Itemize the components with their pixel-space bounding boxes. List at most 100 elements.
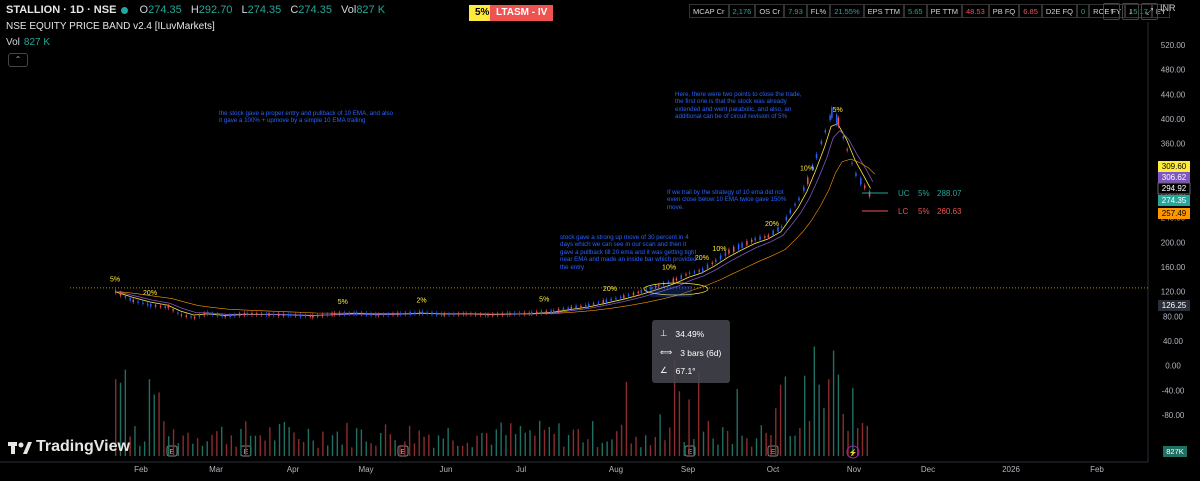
- volume-bar: [635, 436, 637, 456]
- fund-label: EPS TTM: [863, 4, 904, 18]
- candle: [640, 290, 643, 294]
- candle: [701, 268, 704, 272]
- fund-label: OS Cr: [755, 4, 785, 18]
- candle: [167, 305, 170, 309]
- candle: [567, 307, 569, 309]
- candle: [382, 314, 385, 316]
- volume-bar: [803, 375, 806, 456]
- candle: [868, 191, 871, 197]
- volume-bar: [534, 435, 536, 456]
- candle: [829, 115, 831, 121]
- low-value: 274.35: [247, 4, 282, 16]
- x-tick-label: Oct: [767, 465, 780, 474]
- collapse-legend-button[interactable]: ⌃: [8, 53, 28, 67]
- symbol-name[interactable]: STALLION · 1D · NSE: [6, 4, 117, 16]
- volume-bar: [538, 420, 541, 456]
- band-marker-label: 10%: [800, 166, 814, 173]
- candle: [741, 242, 743, 248]
- annotation-trail-ema: If we trail by the strategy of 10 ema di…: [667, 189, 787, 211]
- candle: [658, 284, 660, 287]
- volume-bar: [408, 425, 411, 456]
- fund-value: 21.55%: [830, 4, 864, 18]
- volume-bar: [558, 423, 560, 456]
- fund-value: 7.93: [784, 4, 807, 18]
- candle: [370, 313, 372, 316]
- candle: [331, 313, 333, 315]
- volume-bar: [813, 346, 816, 456]
- volume-bar: [808, 420, 811, 456]
- volume-bar: [466, 442, 469, 456]
- arrow-down-icon[interactable]: ↓: [1122, 3, 1139, 20]
- arrow-up-icon[interactable]: ↑: [1103, 3, 1120, 20]
- candle: [728, 249, 730, 254]
- earnings-marker-icon: [767, 445, 779, 457]
- candle: [190, 316, 192, 318]
- volume-bar: [644, 435, 647, 456]
- candle: [457, 313, 460, 315]
- price-label-box: [1157, 182, 1191, 195]
- candle: [387, 313, 389, 316]
- band-marker-label: 2%: [417, 298, 427, 305]
- tradingview-logo[interactable]: TradingView: [8, 438, 130, 456]
- candle: [268, 313, 270, 316]
- volume-bar: [683, 442, 685, 456]
- volume-bar: [678, 391, 681, 456]
- volume-bar: [375, 445, 377, 456]
- volume-bar: [567, 434, 570, 456]
- y-tick-label: -80.00: [1162, 411, 1185, 420]
- volume-bar: [326, 445, 329, 456]
- fund-label: MCAP Cr: [689, 4, 729, 18]
- candle: [759, 236, 761, 240]
- volume-bar: [659, 414, 661, 456]
- candle: [443, 313, 445, 316]
- volume-bar: [587, 439, 589, 456]
- fullscreen-icon[interactable]: ⤢: [1141, 3, 1158, 20]
- candle: [119, 292, 122, 296]
- volume-bar: [201, 445, 204, 456]
- measure-percent: 34.49%: [675, 328, 705, 339]
- volume-bar: [360, 429, 363, 456]
- candle: [863, 185, 866, 189]
- candle: [211, 313, 214, 315]
- candle: [719, 255, 722, 260]
- volume-bar: [760, 425, 763, 456]
- x-tick-label: Dec: [921, 465, 935, 474]
- x-tick-label: May: [358, 465, 373, 474]
- volume-bar: [630, 443, 632, 456]
- candle: [803, 186, 805, 192]
- volume-bar: [216, 431, 218, 456]
- volume-bar: [389, 434, 392, 456]
- open-label: O: [139, 4, 149, 16]
- currency-selector[interactable]: INR: [1160, 3, 1176, 13]
- candle: [540, 311, 543, 314]
- candle: [807, 177, 809, 184]
- candle: [453, 313, 455, 315]
- volume-bar: [794, 435, 796, 456]
- volume-bar: [432, 447, 435, 456]
- volume-bar: [697, 373, 700, 456]
- candle: [584, 305, 587, 307]
- candle: [343, 312, 346, 315]
- candle: [496, 313, 499, 316]
- candle: [518, 312, 521, 315]
- volume-bar: [235, 446, 237, 456]
- band-marker-label: 5%: [833, 107, 843, 114]
- volume-bar: [351, 447, 353, 456]
- volume-bar: [664, 440, 666, 456]
- x-tick-label: Nov: [847, 465, 861, 474]
- earnings-marker-icon: E: [688, 449, 693, 456]
- y-tick-label: 200.00: [1161, 238, 1186, 247]
- x-tick-label: Sep: [681, 465, 696, 474]
- candle: [177, 312, 179, 314]
- candle: [282, 313, 285, 316]
- candle: [260, 313, 263, 315]
- candle: [575, 305, 577, 309]
- candle: [418, 311, 421, 314]
- candle: [605, 299, 608, 303]
- indicator-name[interactable]: NSE EQUITY PRICE BAND v2.4 [ILuvMarkets]: [6, 21, 215, 32]
- band-marker-label: 20%: [765, 221, 779, 228]
- volume-bar: [245, 421, 247, 456]
- volume-bar: [143, 441, 146, 456]
- candle: [562, 308, 565, 311]
